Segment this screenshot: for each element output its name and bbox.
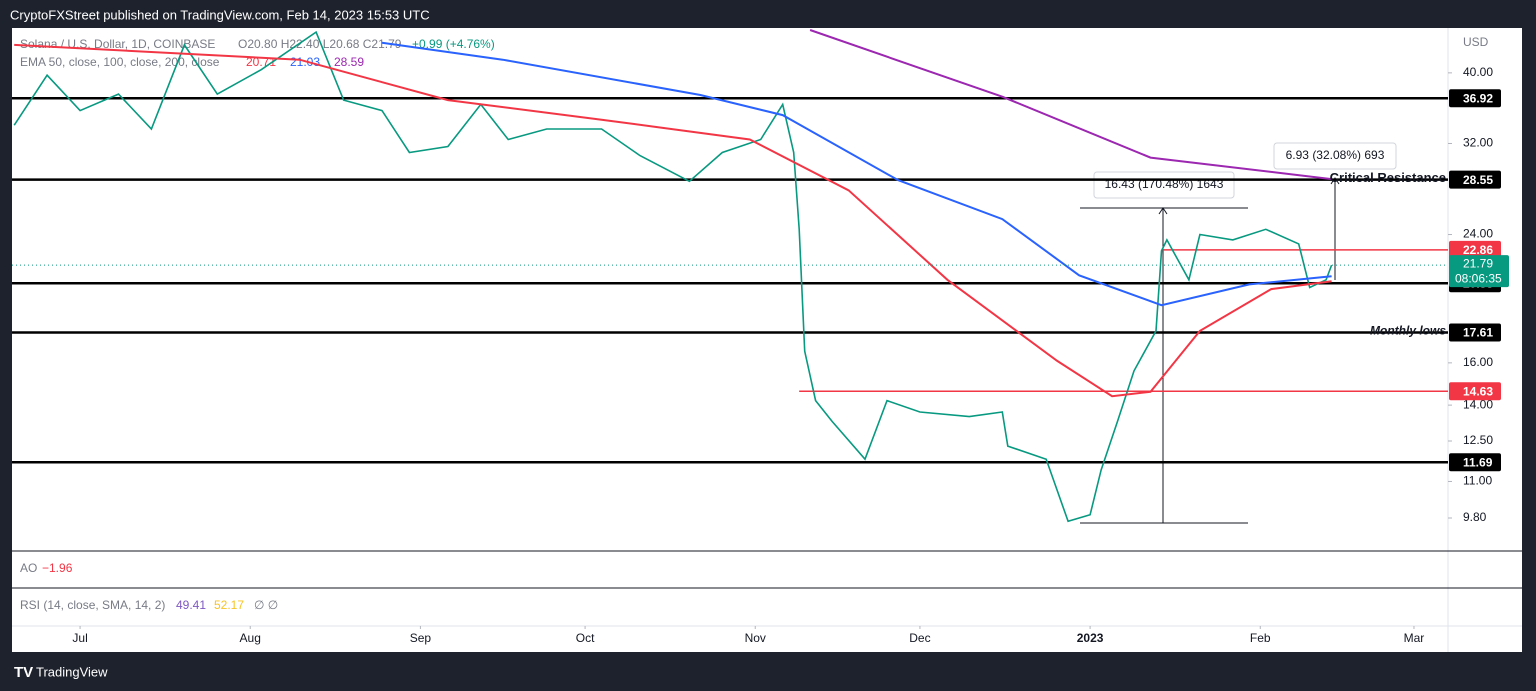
y-tick-label: 9.80 [1463, 510, 1487, 524]
y-tick-label: 32.00 [1463, 136, 1493, 150]
ao-name: AO [20, 561, 37, 575]
countdown: 08:06:35 [1455, 271, 1502, 285]
plot-area [12, 29, 1448, 523]
currency: USD [1463, 35, 1489, 49]
y-tick-label: 24.00 [1463, 227, 1493, 241]
rsi-value: 49.41 [176, 598, 206, 612]
ema-200-value: 28.59 [334, 55, 364, 69]
change: +0.99 (+4.76%) [412, 37, 495, 51]
rsi-extra: ∅ ∅ [254, 598, 278, 612]
rsi-sma-value: 52.17 [214, 598, 244, 612]
x-tick-label: Nov [745, 631, 766, 645]
symbol: Solana / U.S. Dollar, 1D, COINBASE [20, 37, 215, 51]
ema-line [381, 41, 1332, 307]
publisher: CryptoFXStreet published on TradingView.… [10, 7, 430, 22]
price-line [13, 30, 1333, 523]
ema-line [14, 43, 1332, 398]
brand: TradingView [36, 664, 108, 679]
y-tick-label: 40.00 [1463, 65, 1493, 79]
level-label: 28.55 [1463, 173, 1493, 187]
y-tick-label: 16.00 [1463, 355, 1493, 369]
ao-value: −1.96 [42, 561, 73, 575]
level-label: 11.69 [1463, 455, 1493, 469]
x-tick-label: Mar [1404, 631, 1425, 645]
x-tick-label: Oct [576, 631, 595, 645]
measure-tool [1080, 177, 1340, 524]
level-label-box [1449, 89, 1501, 108]
x-tick-label: Feb [1250, 631, 1271, 645]
price-label-box [1449, 255, 1509, 288]
x-tick-label: Aug [240, 631, 261, 645]
level-label: 36.92 [1463, 91, 1493, 105]
x-tick-label: Dec [909, 631, 930, 645]
measure-label: 6.93 (32.08%) 693 [1286, 148, 1385, 162]
chart-panel [12, 28, 1522, 652]
ema-legend: EMA 50, close, 100, close, 200, close [20, 55, 220, 69]
x-tick-label: Sep [410, 631, 432, 645]
level-note: Critical Resistance [1330, 170, 1446, 185]
level-label-box [1449, 240, 1501, 259]
level-label: 14.63 [1463, 384, 1493, 398]
ema-line [809, 29, 1332, 181]
rsi-name: RSI (14, close, SMA, 14, 2) [20, 598, 165, 612]
level-label: 17.61 [1463, 326, 1493, 340]
x-tick-label: 2023 [1077, 631, 1104, 645]
svg-text:TV: TV [14, 664, 33, 681]
level-label: 22.86 [1463, 243, 1493, 257]
level-label-box [1449, 170, 1501, 189]
level-label-box [1449, 453, 1501, 472]
x-tick-label: Jul [72, 631, 87, 645]
y-tick-label: 14.00 [1463, 397, 1493, 411]
y-tick-label: 11.00 [1463, 474, 1492, 488]
measure-label-box [1273, 142, 1397, 170]
ohlc: O20.80 H22.40 L20.68 C21.79 [238, 37, 402, 51]
footer: TV TradingView [14, 664, 108, 681]
level-label-box [1449, 382, 1501, 401]
y-tick-label: 12.50 [1463, 433, 1493, 447]
price-label: 21.79 [1463, 256, 1493, 270]
level-label-box [1449, 323, 1501, 342]
level-note: Monthly lows [1370, 324, 1446, 338]
